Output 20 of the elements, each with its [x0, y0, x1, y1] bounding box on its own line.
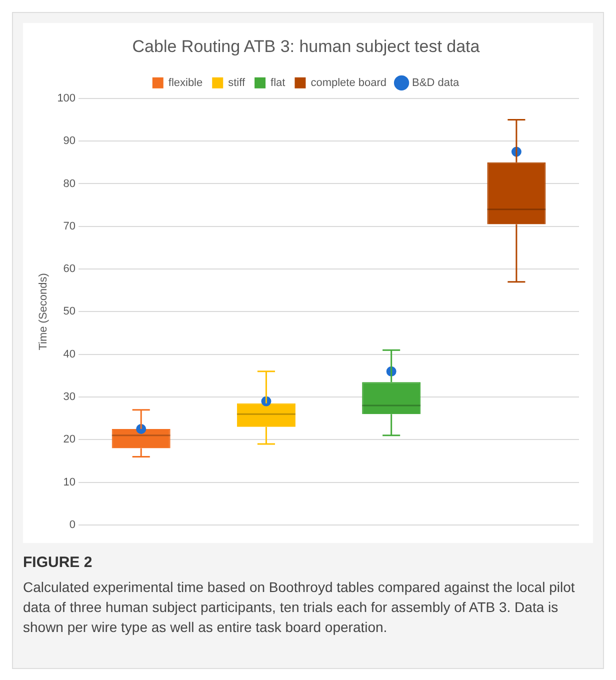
y-tick-label: 70 [63, 220, 76, 232]
legend-label: flexible [168, 76, 203, 89]
text: Calculated experimental time based on Boothroyd tables compared against the local pilot data of three human subject participants, ten trials each for assembly of ATB 3. Data is shown per wire type as well as entire task board operation. [23, 578, 576, 637]
y-tick-label: 0 [69, 519, 76, 532]
legend-label: B&D data [412, 76, 460, 89]
legend-label: stiff [228, 76, 246, 89]
chart-title: Cable Routing ATB 3: human subject test data [132, 36, 480, 56]
y-tick-label: 40 [63, 348, 76, 360]
legend-label: flat [270, 76, 286, 89]
y-tick-label: 80 [63, 178, 76, 190]
y-axis-title: Time (Seconds) [38, 273, 50, 350]
y-tick-label: 10 [63, 476, 76, 488]
caption: FIGURE 2 [23, 553, 94, 573]
y-tick-label: 60 [63, 263, 76, 276]
legend-label: complete board [310, 76, 387, 89]
y-tick-label: 50 [63, 306, 76, 318]
y-tick-label: 30 [63, 391, 76, 404]
y-tick-label: 100 [57, 92, 76, 104]
y-tick-label: 20 [63, 434, 76, 446]
y-tick-label: 90 [63, 135, 76, 148]
